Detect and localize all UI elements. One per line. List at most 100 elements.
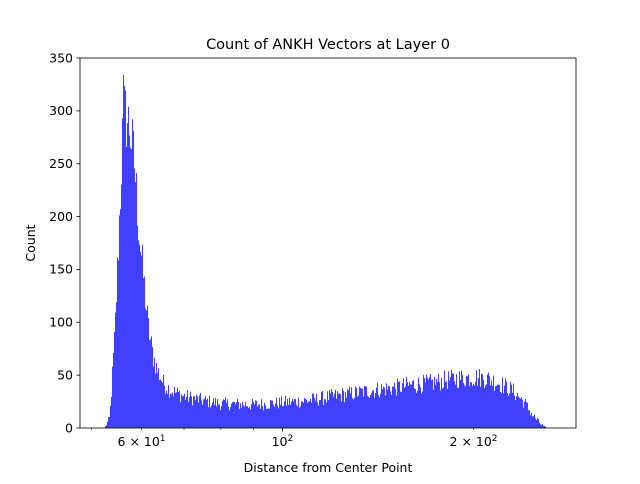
histogram-bar xyxy=(191,396,193,428)
histogram-bar xyxy=(387,389,389,428)
histogram-bar xyxy=(179,391,181,428)
histogram-bar xyxy=(528,410,530,428)
histogram-bar xyxy=(125,90,127,429)
histogram-bar xyxy=(361,388,363,428)
histogram-bar xyxy=(241,408,243,428)
histogram-bar xyxy=(226,402,228,428)
histogram-bar xyxy=(116,302,118,428)
histogram-bar xyxy=(444,370,446,428)
histogram-bar xyxy=(221,406,223,428)
histogram-bar xyxy=(262,406,264,428)
histogram-bars xyxy=(105,74,547,429)
histogram-bar xyxy=(388,386,390,428)
histogram-bar xyxy=(120,209,122,428)
histogram-bar xyxy=(298,397,300,428)
histogram-bar xyxy=(131,149,133,429)
histogram-bar xyxy=(264,402,266,428)
histogram-bar xyxy=(213,398,215,428)
histogram-bar xyxy=(228,406,230,428)
histogram-bar xyxy=(376,387,378,428)
histogram-bar xyxy=(474,385,476,428)
histogram-bar xyxy=(539,422,541,428)
histogram-bar xyxy=(158,368,160,428)
histogram-bar xyxy=(231,403,233,428)
histogram-bar xyxy=(198,402,200,428)
histogram-bar xyxy=(421,393,423,428)
histogram-bar xyxy=(521,397,523,428)
histogram-bar xyxy=(480,386,482,428)
histogram-bar xyxy=(512,392,514,428)
histogram-bar xyxy=(177,387,179,428)
histogram-bar xyxy=(160,379,162,428)
y-tick-label: 150 xyxy=(49,262,73,277)
histogram-bar xyxy=(395,388,397,428)
histogram-bar xyxy=(384,387,386,428)
histogram-bar xyxy=(195,400,197,428)
histogram-bar xyxy=(152,346,154,428)
histogram-bar xyxy=(314,397,316,428)
x-tick-label: 102 xyxy=(272,434,294,449)
histogram-bar xyxy=(156,362,158,428)
histogram-bar xyxy=(419,384,421,428)
histogram-bar xyxy=(328,400,330,428)
histogram-bar xyxy=(343,390,345,428)
histogram-bar xyxy=(217,399,219,428)
histogram-bar xyxy=(260,408,262,428)
histogram-bar xyxy=(277,405,279,428)
histogram-bar xyxy=(322,391,324,428)
histogram-bar xyxy=(316,393,318,428)
histogram-bar xyxy=(342,388,344,428)
histogram-bar xyxy=(211,405,213,428)
histogram-bar xyxy=(475,381,477,428)
histogram-bar xyxy=(310,398,312,428)
histogram-bar xyxy=(404,387,406,428)
histogram-bar xyxy=(422,391,424,428)
histogram-bar xyxy=(378,395,380,428)
histogram-bar xyxy=(541,424,543,428)
histogram-bar xyxy=(296,404,298,428)
histogram-bar xyxy=(274,406,276,428)
histogram-bar xyxy=(233,401,235,428)
histogram-bar xyxy=(318,405,320,428)
histogram-bar xyxy=(333,396,335,428)
histogram-bar xyxy=(477,385,479,428)
histogram-bar xyxy=(426,374,428,428)
histogram-bar xyxy=(321,391,323,428)
histogram-bar xyxy=(283,405,285,428)
histogram-bar xyxy=(393,386,395,428)
histogram-bar xyxy=(197,396,199,428)
histogram-bar xyxy=(332,391,334,428)
histogram-bar xyxy=(527,402,529,428)
histogram-bar xyxy=(237,398,239,428)
histogram-bar xyxy=(437,381,439,428)
histogram-bar xyxy=(448,371,450,428)
histogram-bar xyxy=(520,398,522,428)
histogram-bar xyxy=(212,402,214,428)
histogram-bar xyxy=(128,106,130,429)
histogram-bar xyxy=(164,385,166,428)
histogram-bar xyxy=(173,396,175,428)
histogram-bar xyxy=(468,374,470,428)
histogram-bar xyxy=(357,396,359,428)
histogram-bar xyxy=(253,402,255,428)
histogram-bar xyxy=(377,382,379,428)
histogram-bar xyxy=(113,352,115,428)
histogram-bar xyxy=(207,398,209,428)
histogram-bar xyxy=(206,400,208,428)
histogram-bar xyxy=(427,378,429,428)
plot-frame xyxy=(79,57,577,429)
histogram-bar xyxy=(266,409,268,428)
histogram-bar xyxy=(487,374,489,428)
histogram-bar xyxy=(105,425,107,428)
histogram-bar xyxy=(267,408,269,428)
histogram-bar xyxy=(320,399,322,428)
histogram-bar xyxy=(311,402,313,428)
histogram-bar xyxy=(269,408,271,428)
histogram-bar xyxy=(339,393,341,428)
histogram-bar xyxy=(452,373,454,428)
histogram-bar xyxy=(132,119,134,429)
histogram-bar xyxy=(295,399,297,428)
histogram-bar xyxy=(127,123,129,429)
histogram-bar xyxy=(286,405,288,428)
histogram-bar xyxy=(134,168,136,428)
